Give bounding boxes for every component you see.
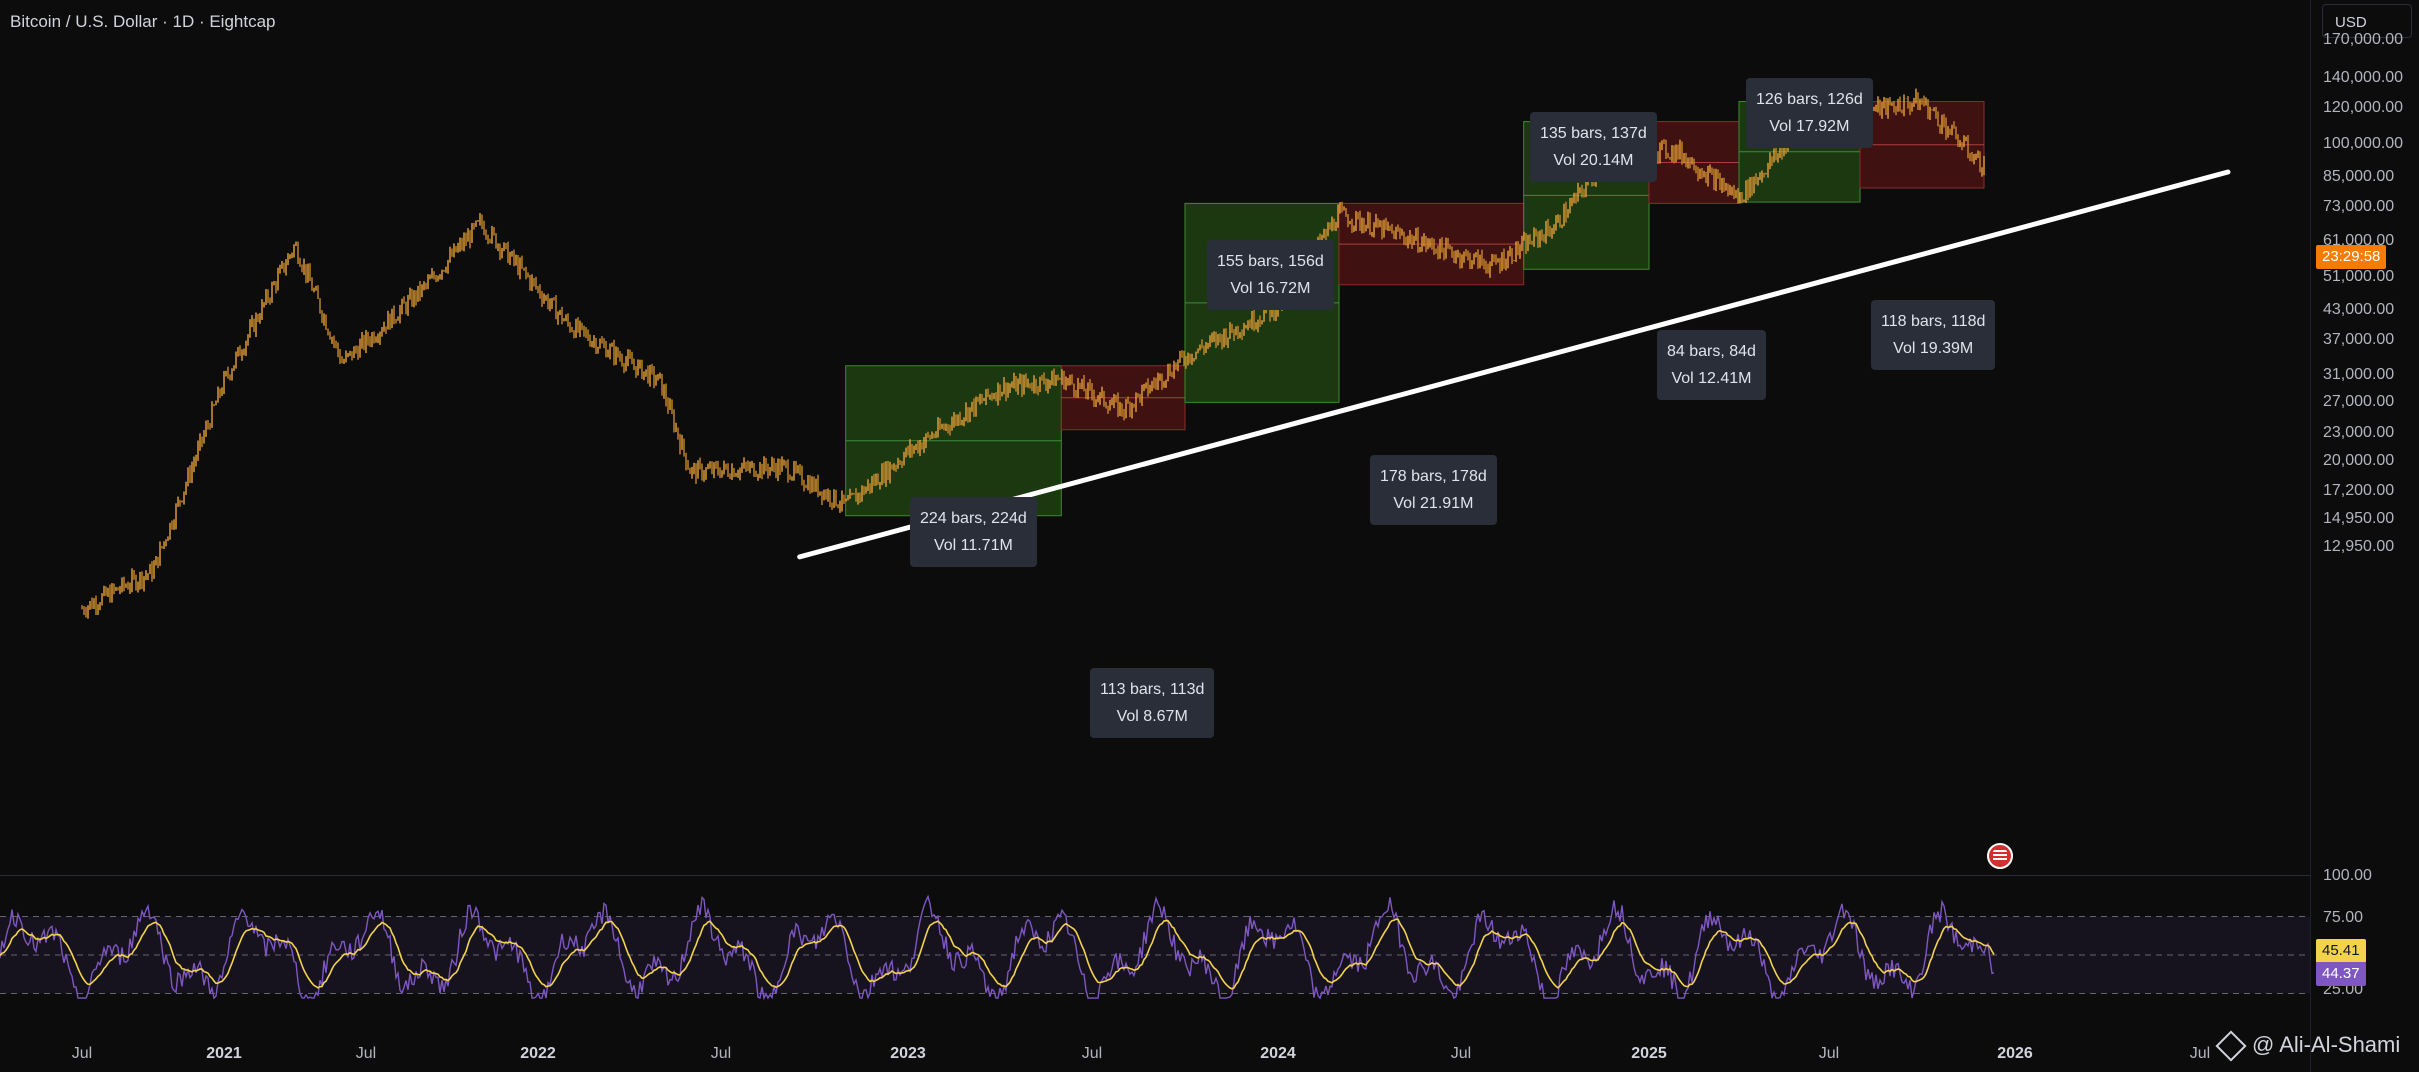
price-axis-label: 43,000.00 bbox=[2323, 301, 2395, 318]
price-axis-label: 23,000.00 bbox=[2323, 424, 2395, 441]
us-flag-icon[interactable] bbox=[1987, 843, 2013, 869]
range-stats-label[interactable]: 113 bars, 113d Vol 8.67M bbox=[1090, 668, 1215, 738]
range-volume-text: Vol 21.91M bbox=[1393, 495, 1474, 512]
time-axis-label: 2023 bbox=[890, 1045, 926, 1062]
time-axis-label: 2026 bbox=[1997, 1045, 2033, 1062]
rsi-axis-label: 100.00 bbox=[2323, 867, 2372, 884]
range-bars-text: 135 bars, 137d bbox=[1540, 125, 1647, 142]
price-axis-label: 20,000.00 bbox=[2323, 452, 2395, 469]
time-axis-label: 2022 bbox=[520, 1045, 556, 1062]
time-axis-label: Jul bbox=[1818, 1045, 1840, 1062]
rsi-ma-tag: 44.37 bbox=[2316, 962, 2366, 986]
price-axis-label: 140,000.00 bbox=[2323, 69, 2404, 86]
price-axis-label: 37,000.00 bbox=[2323, 331, 2395, 348]
price-axis-label: 85,000.00 bbox=[2323, 168, 2395, 185]
range-bars-text: 118 bars, 118d bbox=[1881, 313, 1986, 330]
price-axis-label: 14,950.00 bbox=[2323, 510, 2395, 527]
time-axis-label: Jul bbox=[71, 1045, 93, 1062]
price-axis-label: 61,000.00 bbox=[2323, 232, 2395, 249]
price-axis-label: 31,000.00 bbox=[2323, 366, 2395, 383]
price-axis-label: 17,200.00 bbox=[2323, 482, 2395, 499]
time-axis-label: Jul bbox=[355, 1045, 377, 1062]
range-bars-text: 155 bars, 156d bbox=[1217, 253, 1324, 270]
range-volume-text: Vol 8.67M bbox=[1116, 708, 1188, 725]
range-stats-label[interactable]: 84 bars, 84d Vol 12.41M bbox=[1657, 330, 1766, 400]
rsi-line bbox=[0, 894, 1995, 1001]
range-volume-text: Vol 11.71M bbox=[933, 537, 1013, 554]
range-bars-text: 113 bars, 113d bbox=[1100, 681, 1205, 698]
range-stats-label[interactable]: 126 bars, 126d Vol 17.92M bbox=[1746, 78, 1873, 148]
range-stats-label[interactable]: 155 bars, 156d Vol 16.72M bbox=[1207, 240, 1334, 310]
range-stats-label[interactable]: 135 bars, 137d Vol 20.14M bbox=[1530, 112, 1657, 182]
logo-icon bbox=[2215, 1030, 2247, 1062]
price-axis-label: 27,000.00 bbox=[2323, 393, 2395, 410]
range-bars-text: 224 bars, 224d bbox=[920, 510, 1027, 527]
rsi-axis-label: 75.00 bbox=[2323, 909, 2364, 926]
rsi-ma-line bbox=[0, 918, 1995, 990]
time-axis-label: 2025 bbox=[1631, 1045, 1667, 1062]
time-axis-label: Jul bbox=[1450, 1045, 1472, 1062]
currency-button[interactable]: USD bbox=[2322, 4, 2412, 38]
author-watermark: @ Ali-Al-Shami bbox=[2215, 1030, 2401, 1062]
pane-separator[interactable] bbox=[0, 875, 2310, 876]
price-axis-label: 73,000.00 bbox=[2323, 198, 2395, 215]
price-axis-label: 12,950.00 bbox=[2323, 538, 2395, 555]
countdown-tag: 23:29:58 bbox=[2316, 245, 2387, 269]
range-volume-text: Vol 20.14M bbox=[1553, 152, 1634, 169]
range-volume-text: Vol 17.92M bbox=[1769, 118, 1850, 135]
watermark-text: @ Ali-Al-Shami bbox=[2252, 1032, 2401, 1057]
range-bars-text: 126 bars, 126d bbox=[1756, 91, 1863, 108]
time-axis-label: Jul bbox=[2189, 1045, 2211, 1062]
time-axis-label: 2024 bbox=[1260, 1045, 1296, 1062]
range-volume-text: Vol 16.72M bbox=[1230, 280, 1311, 297]
time-axis-label: Jul bbox=[710, 1045, 732, 1062]
range-bars-text: 84 bars, 84d bbox=[1667, 343, 1756, 360]
price-axis-label: 100,000.00 bbox=[2323, 135, 2404, 152]
rsi-value-tag: 45.41 bbox=[2316, 939, 2366, 963]
price-scale[interactable] bbox=[2310, 0, 2311, 1072]
price-axis-label: 120,000.00 bbox=[2323, 99, 2404, 116]
support-trendline bbox=[797, 169, 2231, 560]
time-axis-label: Jul bbox=[1081, 1045, 1103, 1062]
range-volume-text: Vol 19.39M bbox=[1893, 340, 1974, 357]
range-stats-label[interactable]: 224 bars, 224d Vol 11.71M bbox=[910, 497, 1037, 567]
range-bars-text: 178 bars, 178d bbox=[1380, 468, 1487, 485]
time-axis-label: 2021 bbox=[206, 1045, 242, 1062]
range-volume-text: Vol 12.41M bbox=[1671, 370, 1752, 387]
symbol-title[interactable]: Bitcoin / U.S. Dollar · 1D · Eightcap bbox=[10, 12, 276, 31]
price-axis-label: 51,000.00 bbox=[2323, 268, 2395, 285]
price-axis-label: 170,000.00 bbox=[2323, 31, 2404, 48]
range-stats-label[interactable]: 178 bars, 178d Vol 21.91M bbox=[1370, 455, 1497, 525]
range-stats-label[interactable]: 118 bars, 118d Vol 19.39M bbox=[1871, 300, 1996, 370]
